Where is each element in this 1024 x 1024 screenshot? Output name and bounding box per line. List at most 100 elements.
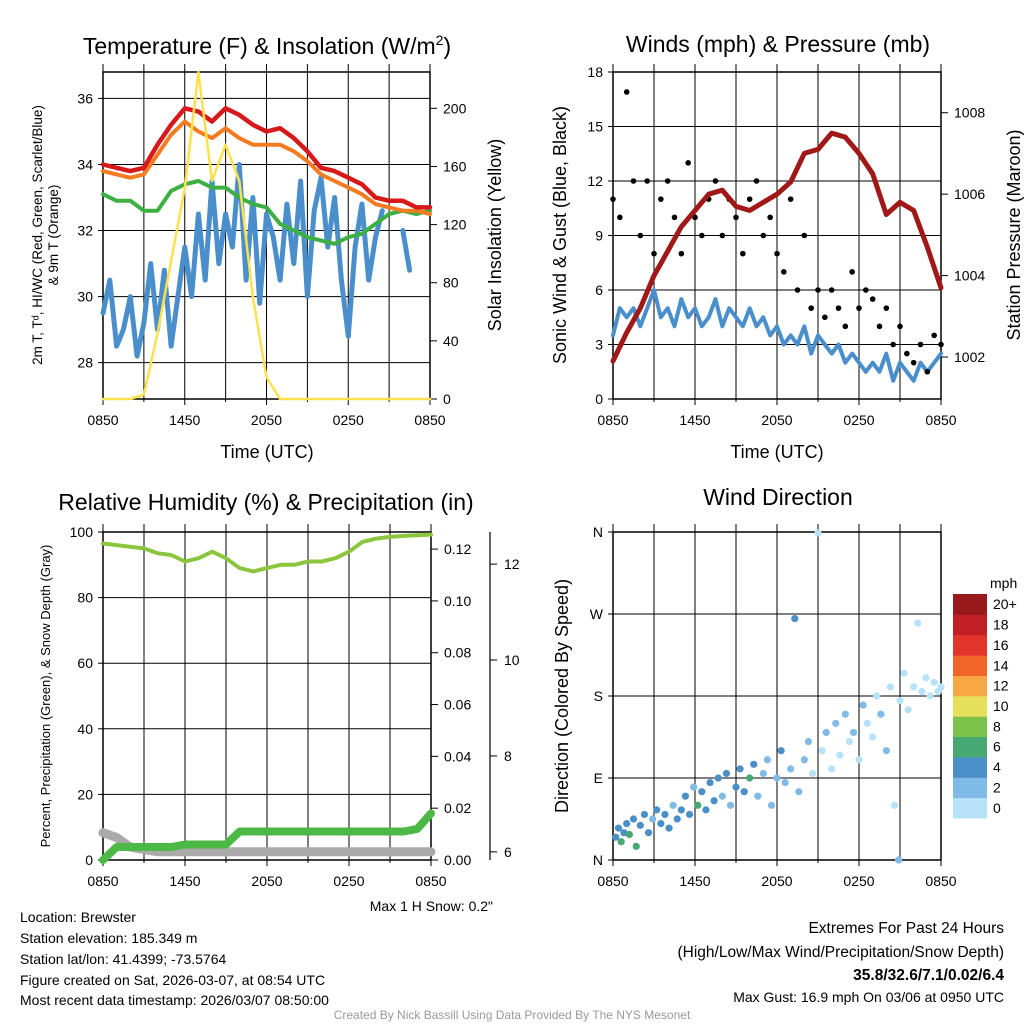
temp-9m-series <box>101 119 432 216</box>
wind-direction-point <box>685 810 694 819</box>
y-tick-label: 20 <box>77 786 93 802</box>
wind-direction-point <box>690 783 698 791</box>
y-tick-label: N <box>593 524 603 540</box>
wind-direction-point <box>873 692 881 700</box>
wind-direction-point <box>746 774 754 782</box>
gust-point <box>822 314 828 321</box>
y2-tick-label: 1002 <box>954 349 985 365</box>
wind-direction-point <box>706 778 714 787</box>
wind-direction-point <box>767 801 776 809</box>
gust-point <box>685 160 691 166</box>
colorbar-label: 20+ <box>993 596 1017 612</box>
x-tick-label: 0850 <box>597 412 628 428</box>
wind-direction-point <box>649 815 657 823</box>
wind-direction-point <box>732 783 740 791</box>
wind-direction-point <box>661 810 669 819</box>
wind-direction-point <box>718 792 726 800</box>
colorbar-label: 14 <box>993 657 1009 673</box>
gust-point <box>910 359 917 366</box>
colorbar-label: 16 <box>993 637 1009 653</box>
gust-point <box>740 250 746 257</box>
snow-tick-label: 10 <box>504 652 520 668</box>
wind-direction-point <box>714 774 722 782</box>
y-tick-label: 80 <box>77 590 93 606</box>
colorbar-label: 2 <box>993 779 1001 795</box>
wind-direction-point <box>895 856 903 864</box>
gust-point <box>938 341 944 348</box>
extremes-values: 35.8/32.6/7.1/0.02/6.4 <box>853 967 1004 984</box>
gust-point <box>897 323 903 330</box>
wind-direction-point <box>736 765 744 773</box>
gust-point <box>623 89 630 95</box>
charts-layer: 0850 1450 2050 0250 085028303234360408012016… <box>70 64 1017 889</box>
temperature-chart-title: Temperature (F) & Insolation (W/m2) <box>83 32 451 59</box>
extremes-subtitle: (High/Low/Max Wind/Precipitation/Snow De… <box>678 944 1005 961</box>
gust-point <box>753 178 760 184</box>
gust-point <box>610 196 616 202</box>
gust-point <box>828 287 835 293</box>
wind-direction-point <box>896 696 904 705</box>
wind-direction-point <box>777 747 785 755</box>
gust-point <box>835 305 842 311</box>
y-tick-label: E <box>594 770 603 786</box>
x-tick-label: 2050 <box>761 873 792 889</box>
y2-tick-label: 0 <box>443 391 451 407</box>
colorbar-swatch <box>953 797 987 819</box>
temp-left-axis-label-line1: 2m T, Tᵈ, HI/WC (Red, Green, Scarlet/Blu… <box>30 105 45 365</box>
wind-direction-point <box>814 529 822 537</box>
colorbar-swatch <box>953 655 987 676</box>
gust-point <box>767 214 773 221</box>
wind-direction-point <box>625 830 634 839</box>
y2-tick-label: 0.06 <box>444 697 471 713</box>
wind-direction-point <box>740 788 748 796</box>
x-tick-label: 1450 <box>679 873 710 889</box>
snow-tick-label: 12 <box>504 556 520 572</box>
gust-point <box>719 232 726 239</box>
gust-point <box>699 232 705 239</box>
dewpoint-series <box>101 179 432 246</box>
colorbar-swatch <box>953 594 987 615</box>
y-tick-label: 60 <box>77 655 93 671</box>
title-end: ) <box>443 33 451 59</box>
y2-tick-label: 200 <box>443 100 467 116</box>
figure-created-text: Figure created on Sat, 2026-03-07, at 08… <box>20 972 325 988</box>
wind-direction-point <box>859 701 867 709</box>
x-tick-label: 0250 <box>843 873 874 889</box>
x-tick-label: 1450 <box>169 412 200 428</box>
colorbar-swatch <box>953 695 987 717</box>
x-tick-label: 0850 <box>597 873 628 889</box>
wind-direction-point <box>681 792 690 800</box>
gust-point <box>863 287 869 293</box>
colorbar-swatch <box>953 736 987 758</box>
x-tick-label: 0850 <box>87 412 118 428</box>
latlon-text: Station lat/lon: 41.4399; -73.5764 <box>20 951 226 967</box>
wind-direction-point <box>914 619 922 627</box>
wind-direction-point <box>698 788 706 796</box>
wind-direction-point <box>620 829 628 837</box>
y-tick-label: 18 <box>587 64 603 80</box>
y-tick-label: 28 <box>77 355 93 371</box>
gust-point <box>678 250 685 257</box>
x-tick-label: 2050 <box>251 412 282 428</box>
wind-direction-point <box>781 778 789 787</box>
wind-direction-point <box>787 765 795 773</box>
winds-chart-title: Winds (mph) & Pressure (mb) <box>626 31 930 57</box>
title-text: Temperature (F) & Insolation (W/m <box>83 33 436 59</box>
gust-point <box>781 269 787 275</box>
gust-point <box>876 323 883 330</box>
gust-point <box>842 323 849 330</box>
wind-direction-point <box>623 819 631 828</box>
wind-direction-point <box>922 674 930 682</box>
wind-direction-point <box>822 728 830 737</box>
gust-point <box>746 196 753 202</box>
y-tick-label: S <box>594 688 603 704</box>
colorbar-label: 10 <box>993 698 1009 714</box>
x-tick-label: 0850 <box>415 873 446 889</box>
gust-point <box>801 232 808 239</box>
wind-direction-point <box>900 669 908 677</box>
max-gust-text: Max Gust: 16.9 mph On 03/06 at 0950 UTC <box>733 989 1004 1005</box>
wind-direction-point <box>754 792 762 800</box>
x-tick-label: 0850 <box>87 873 118 889</box>
colorbar-swatch <box>953 614 987 636</box>
wind-direction-point <box>677 806 685 814</box>
